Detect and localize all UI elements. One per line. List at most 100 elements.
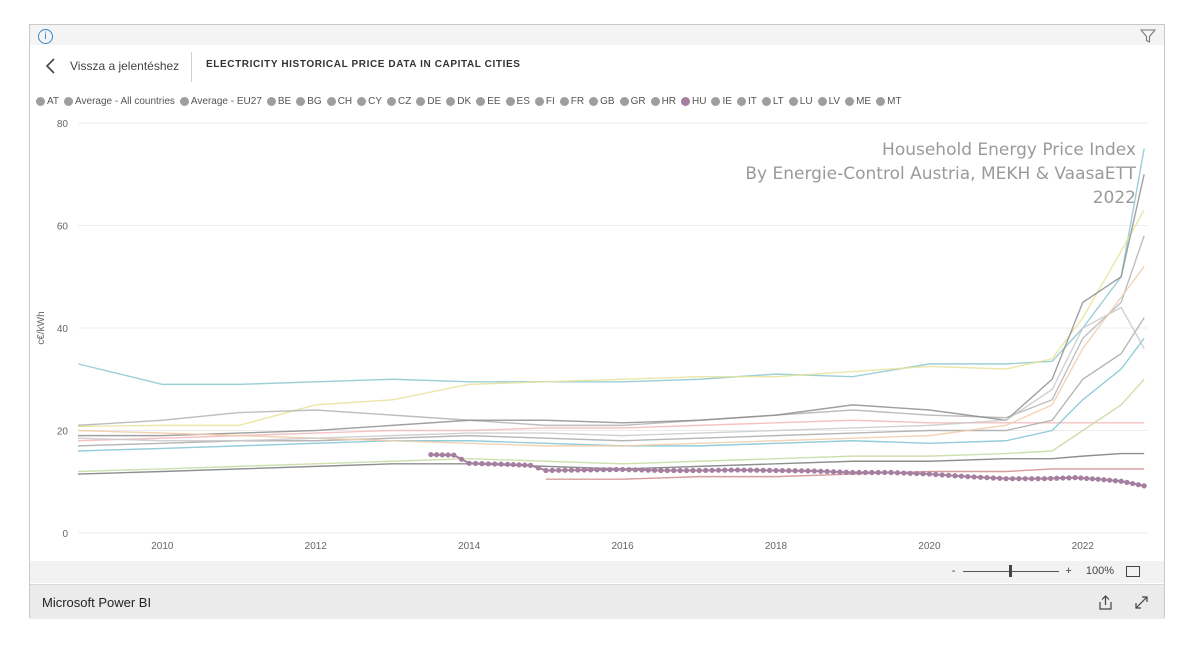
series-point-hu (882, 469, 888, 476)
legend-label: CY (368, 96, 383, 107)
legend-item-de[interactable]: DE (416, 96, 441, 107)
legend-label: GB (600, 96, 615, 107)
legend-item-es[interactable]: ES (505, 96, 530, 107)
legend-item-lt[interactable]: LT (761, 96, 784, 107)
series-point-hu (779, 467, 785, 474)
legend-item-dk[interactable]: DK (446, 96, 471, 107)
watermark-text: Household Energy Price Index (882, 140, 1136, 160)
series-point-hu (651, 467, 658, 473)
legend-label: FI (545, 96, 555, 107)
series-line (77, 235, 1145, 427)
series-point-hu (658, 467, 664, 474)
x-tick-label: 2022 (1072, 541, 1095, 552)
series-point-hu (549, 467, 555, 473)
back-to-report-button[interactable]: Vissza a jelentéshez (44, 55, 179, 77)
legend-marker (761, 97, 771, 106)
legend-marker (446, 97, 456, 106)
line-chart: 0 20 40 60 80 2010 2012 2014 2016 2018 2020 2022 c€/… (36, 119, 1148, 552)
series-point-hu (997, 475, 1003, 481)
share-icon[interactable] (1097, 594, 1114, 611)
chart-legend: AT Average - All countries Average - EU27 B… (36, 96, 907, 107)
zoom-out-button[interactable]: - (951, 565, 956, 577)
series-point-hu (722, 467, 728, 473)
series-point-hu (632, 467, 638, 473)
series-line (77, 337, 1145, 452)
series-point-hu (1130, 480, 1136, 487)
legend-item-at[interactable]: AT (36, 96, 59, 107)
legend-marker (534, 97, 544, 106)
legend-item-cy[interactable]: CY (357, 96, 382, 107)
series-point-hu (664, 467, 670, 474)
legend-item-ie[interactable]: IE (711, 96, 732, 107)
legend-item-hu[interactable]: HU (681, 96, 706, 107)
series-point-hu (439, 452, 445, 458)
y-tick-label: 60 (57, 222, 69, 233)
legend-item-hr[interactable]: HR (650, 96, 676, 107)
legend-marker (266, 97, 276, 106)
series-point-hu (894, 470, 901, 476)
zoom-slider-handle[interactable] (1009, 564, 1013, 577)
legend-item-gb[interactable]: GB (589, 96, 615, 107)
series-point-hu (466, 460, 472, 466)
legend-item-cz[interactable]: CZ (387, 96, 411, 107)
series-point-hu (458, 456, 465, 462)
legend-marker (416, 97, 426, 106)
series-point-hu (792, 468, 798, 474)
legend-item-it[interactable]: IT (736, 96, 757, 107)
series-point-hu (451, 452, 457, 458)
legend-item-bg[interactable]: BG (296, 96, 322, 107)
legend-label: ES (516, 96, 530, 107)
legend-item-average-eu27[interactable]: Average - EU27 (179, 96, 262, 107)
series-point-hu (862, 469, 869, 476)
footer-bar: Microsoft Power BI (30, 584, 1164, 619)
series-point-hu (1009, 476, 1016, 482)
series-point-hu (696, 467, 702, 474)
zoom-control: - + 100% (951, 564, 1140, 577)
legend-item-lu[interactable]: LU (788, 96, 813, 107)
series-point-hu (562, 467, 568, 473)
legend-item-mt[interactable]: MT (876, 96, 902, 107)
series-point-hu (492, 461, 498, 467)
series-point-hu (767, 467, 773, 473)
filter-icon[interactable] (1140, 28, 1156, 44)
series-point-hu (445, 452, 451, 458)
expand-icon[interactable] (1133, 594, 1150, 611)
legend-item-ee[interactable]: EE (476, 96, 501, 107)
legend-item-lv[interactable]: LV (817, 96, 840, 107)
series-point-hu (1035, 476, 1041, 482)
legend-item-gr[interactable]: GR (619, 96, 646, 107)
y-tick-label: 80 (57, 119, 69, 130)
series-point-hu (588, 467, 594, 473)
series-point-hu (626, 467, 632, 473)
legend-item-me[interactable]: ME (845, 96, 871, 107)
legend-label: ME (856, 96, 872, 107)
legend-item-be[interactable]: BE (266, 96, 291, 107)
series-point-hu (527, 462, 534, 468)
legend-marker (589, 97, 599, 106)
series-point-hu (735, 467, 741, 473)
series-point-hu (818, 468, 824, 474)
series-point-hu (472, 460, 479, 467)
info-icon[interactable]: i (38, 29, 53, 44)
legend-label: LU (799, 96, 813, 107)
watermark-text: By Energie-Control Austria, MEKH & Vaasa… (745, 164, 1136, 184)
legend-item-fr[interactable]: FR (559, 96, 584, 107)
legend-item-average-all-countries[interactable]: Average - All countries (64, 96, 175, 107)
series-point-hu (1041, 476, 1048, 482)
x-tick-label: 2020 (918, 541, 941, 552)
zoom-in-button[interactable]: + (1065, 565, 1072, 577)
fit-to-page-icon[interactable] (1126, 565, 1140, 577)
watermark-text: 2022 (1093, 188, 1136, 208)
legend-item-ch[interactable]: CH (326, 96, 352, 107)
series-point-hu (1078, 475, 1084, 481)
zoom-slider[interactable] (963, 564, 1060, 577)
legend-label: IT (747, 96, 757, 107)
legend-marker (681, 97, 691, 106)
series-line (77, 209, 1145, 428)
series-point-hu (613, 466, 619, 473)
series-point-hu (510, 461, 516, 468)
legend-item-fi[interactable]: FI (534, 96, 555, 107)
legend-marker (619, 97, 629, 106)
series-point-hu (805, 468, 811, 474)
brand-label: Microsoft Power BI (42, 595, 152, 610)
